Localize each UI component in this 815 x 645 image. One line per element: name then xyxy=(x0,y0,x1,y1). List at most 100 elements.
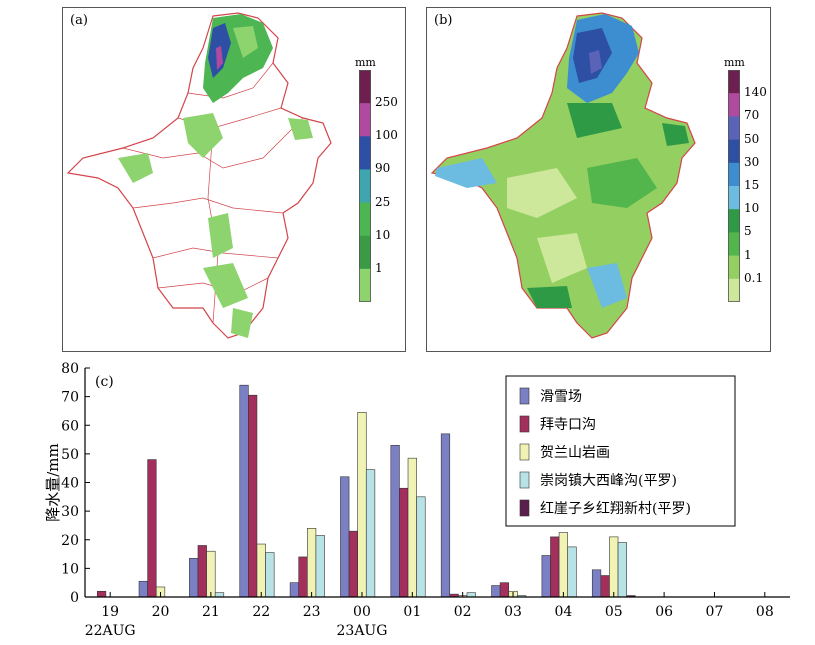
legend-entry: 贺兰山岩画 xyxy=(540,445,610,461)
legend-entry: 滑雪场 xyxy=(540,388,582,405)
bar xyxy=(189,558,199,598)
panel-b-label: (b) xyxy=(434,13,453,28)
legend-box xyxy=(505,375,736,527)
colorbar-tick-label: 100 xyxy=(375,128,398,143)
bar xyxy=(617,542,627,598)
bar xyxy=(96,590,107,598)
colorbar-segment xyxy=(728,139,740,164)
colorbar-tick-label: 70 xyxy=(744,108,760,123)
bar xyxy=(609,536,619,598)
bar xyxy=(365,469,376,598)
colorbar-a xyxy=(359,70,371,302)
colorbar-segment xyxy=(728,93,740,117)
colorbar-tick-label: 30 xyxy=(744,154,760,169)
bar xyxy=(248,394,258,598)
bar xyxy=(357,412,367,598)
bar xyxy=(265,552,275,598)
colorbar-tick-label: 250 xyxy=(375,95,398,110)
bar xyxy=(591,569,602,598)
x-tick-label: 03 xyxy=(504,604,522,620)
legend-entry: 拜寺口沟 xyxy=(540,417,596,433)
x-tick-label: 21 xyxy=(202,604,220,620)
bar xyxy=(440,433,451,598)
bar xyxy=(256,543,266,598)
map-panel-b: (b) mm 140 70 50 30 15 10 5 1 0.1 xyxy=(426,7,771,352)
colorbar-segment xyxy=(359,268,371,302)
colorbar-tick-label: 10 xyxy=(744,201,760,216)
bar xyxy=(348,530,358,598)
bar xyxy=(390,444,400,598)
colorbar-segment xyxy=(359,70,371,104)
colorbar-segment xyxy=(728,232,740,257)
colorbar-tick-label: 140 xyxy=(744,85,767,100)
bar xyxy=(206,550,216,598)
bars-group xyxy=(96,384,636,598)
y-tick-label: 40 xyxy=(61,476,79,492)
x-tick-label: 08 xyxy=(756,604,774,620)
colorbar-segment xyxy=(728,162,740,187)
region-outline-a xyxy=(66,12,332,339)
x-tick-label: 20 xyxy=(152,604,170,620)
x-tick-label: 04 xyxy=(554,604,572,620)
y-tick-label: 50 xyxy=(61,447,79,463)
x-tick-label: 19 xyxy=(101,604,119,620)
bar xyxy=(558,532,568,598)
colorbar-tick-label: 0.1 xyxy=(744,270,764,285)
rainfall-fill-a xyxy=(118,14,313,338)
region-outline-b xyxy=(430,12,696,339)
y-tick-label: 80 xyxy=(61,361,79,377)
x-tick-label: 00 xyxy=(353,604,371,620)
colorbar-segment xyxy=(728,116,740,141)
colorbar-segment xyxy=(359,202,371,237)
legend-swatch xyxy=(519,415,530,433)
bar xyxy=(289,582,300,598)
x-tick-label: 23 xyxy=(303,604,321,620)
colorbar-segment xyxy=(728,278,740,302)
y-tick-label: 0 xyxy=(70,590,79,606)
bar xyxy=(239,384,249,598)
bar xyxy=(466,592,476,598)
legend-swatch xyxy=(519,387,530,405)
bar xyxy=(298,556,308,598)
x-tick-label: 22 xyxy=(252,604,270,620)
map-a-graphic xyxy=(66,12,332,339)
bar xyxy=(550,536,560,598)
bar xyxy=(567,546,577,598)
bar xyxy=(307,528,317,598)
x-tick-label: 05 xyxy=(605,604,623,620)
map-b-graphic xyxy=(430,12,696,339)
bar xyxy=(416,496,426,598)
y-tick-label: 60 xyxy=(61,418,79,434)
colorbar-segment xyxy=(359,169,371,204)
legend-entry: 红崖子乡红翔新村(平罗) xyxy=(540,501,691,517)
bar xyxy=(315,535,325,598)
colorbar-tick-label: 1 xyxy=(744,247,752,262)
bar xyxy=(340,476,350,598)
x-tick-label: 07 xyxy=(706,604,724,620)
colorbar-segment xyxy=(728,70,740,94)
y-tick-label: 30 xyxy=(61,504,79,520)
y-axis-label: 降水量/mm xyxy=(44,443,62,522)
colorbar-segment xyxy=(359,235,371,270)
panel-a-label: (a) xyxy=(70,13,88,28)
bar xyxy=(147,459,157,598)
bar xyxy=(499,582,510,598)
panel-c-label: (c) xyxy=(95,374,114,390)
colorbar-segment xyxy=(359,136,371,170)
colorbar-a-unit: mm xyxy=(355,56,376,69)
colorbar-b-unit: mm xyxy=(724,56,745,69)
legend-entry: 崇岗镇大西峰沟(平罗) xyxy=(540,473,677,489)
colorbar-tick-label: 5 xyxy=(744,224,752,239)
colorbar-tick-label: 15 xyxy=(744,178,760,192)
bar xyxy=(214,592,225,598)
legend-swatch xyxy=(519,443,530,461)
x-tick-label: 01 xyxy=(403,604,421,620)
colorbar-tick-label: 90 xyxy=(375,161,391,176)
colorbar-segment xyxy=(728,255,740,280)
date-label: 23AUG xyxy=(337,623,388,639)
x-tick-label: 06 xyxy=(655,604,673,620)
colorbar-segment xyxy=(728,209,740,233)
legend-swatch xyxy=(519,471,530,489)
bar-chart-c: 0 10 20 30 40 50 60 70 80 19 20 21 22 23 00 01 02 03 04 05 0… xyxy=(44,361,790,639)
